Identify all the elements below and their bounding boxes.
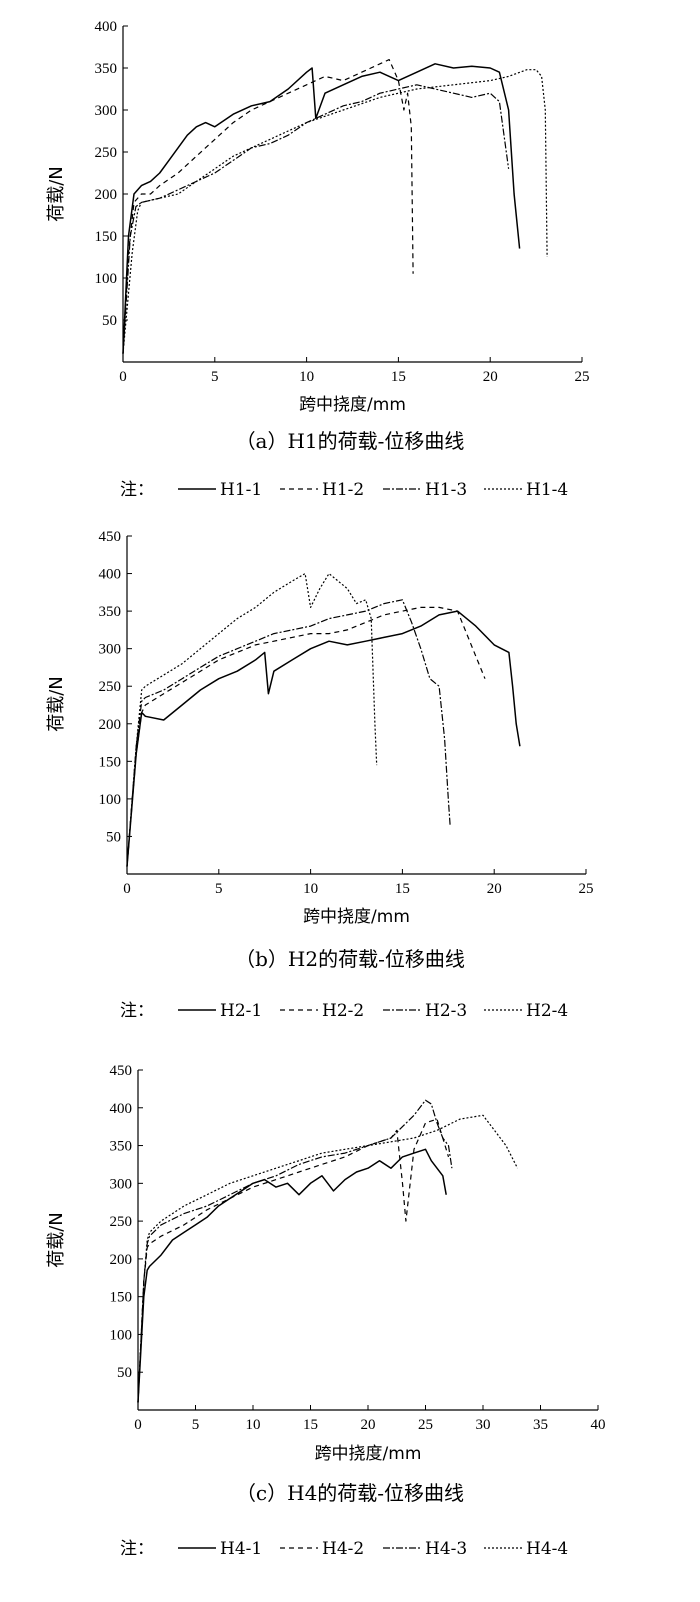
y-tick-label: 350 xyxy=(110,1139,133,1155)
x-tick-label: 25 xyxy=(579,881,594,897)
y-axis-label: 荷载/N xyxy=(46,676,67,732)
y-tick-label: 300 xyxy=(99,642,122,658)
x-tick-label: 20 xyxy=(361,1417,376,1433)
legend-prefix: 注： xyxy=(120,1001,154,1021)
x-tick-label: 10 xyxy=(299,369,314,385)
chart-caption: （a）H1的荷载-位移曲线 xyxy=(236,429,465,453)
legend-label-H2-4: H2-4 xyxy=(526,1001,568,1021)
y-tick-label: 100 xyxy=(110,1327,133,1343)
y-tick-label: 400 xyxy=(99,567,122,583)
chart-panel-1: 50 100 150 200 250 300 350 400 450 0 5 10 15 20 25 荷载/N… xyxy=(46,529,594,1021)
series-line-H4-3 xyxy=(137,1099,453,1403)
y-tick-label: 400 xyxy=(95,19,118,35)
series-line-H1-1 xyxy=(122,63,521,354)
legend-label-H2-3: H2-3 xyxy=(425,1001,467,1021)
y-tick-label: 200 xyxy=(110,1252,133,1268)
series-line-H2-3 xyxy=(126,599,451,867)
y-tick-label: 350 xyxy=(95,61,118,77)
y-tick-label: 350 xyxy=(99,604,122,620)
x-tick-label: 10 xyxy=(303,881,318,897)
x-tick-label: 20 xyxy=(483,369,498,385)
series-line-H1-3 xyxy=(122,84,510,354)
legend-label-H4-1: H4-1 xyxy=(220,1539,262,1559)
x-tick-label: 30 xyxy=(476,1417,491,1433)
legend-label-H4-2: H4-2 xyxy=(322,1539,364,1559)
x-tick-label: 15 xyxy=(391,369,406,385)
legend-label-H1-4: H1-4 xyxy=(526,480,568,500)
x-tick-label: 10 xyxy=(246,1417,261,1433)
y-tick-label: 250 xyxy=(110,1214,133,1230)
y-tick-label: 250 xyxy=(99,679,122,695)
x-tick-label: 15 xyxy=(395,881,410,897)
y-tick-label: 200 xyxy=(99,717,122,733)
legend-label-H1-3: H1-3 xyxy=(425,480,467,500)
series-line-H4-1 xyxy=(137,1148,447,1403)
y-tick-label: 150 xyxy=(95,229,118,245)
x-axis-label: 跨中挠度/mm xyxy=(315,1444,422,1464)
y-tick-label: 300 xyxy=(110,1176,133,1192)
y-tick-label: 300 xyxy=(95,103,118,119)
y-tick-label: 250 xyxy=(95,145,118,161)
y-tick-label: 100 xyxy=(95,271,118,287)
legend-label-H1-2: H1-2 xyxy=(322,480,364,500)
x-tick-label: 15 xyxy=(303,1417,318,1433)
legend-label-H2-2: H2-2 xyxy=(322,1001,364,1021)
y-tick-label: 50 xyxy=(117,1365,132,1381)
legend-label-H2-1: H2-1 xyxy=(220,1001,262,1021)
x-tick-label: 0 xyxy=(119,369,127,385)
x-tick-label: 35 xyxy=(533,1417,548,1433)
y-tick-label: 150 xyxy=(99,754,122,770)
y-axis-label: 荷载/N xyxy=(46,1212,67,1268)
x-tick-label: 25 xyxy=(575,369,590,385)
series-line-H4-4 xyxy=(137,1114,519,1403)
legend-label-H4-4: H4-4 xyxy=(526,1539,568,1559)
y-tick-label: 450 xyxy=(99,529,122,545)
legend-label-H1-1: H1-1 xyxy=(220,480,262,500)
series-line-H1-2 xyxy=(122,58,414,354)
y-tick-label: 200 xyxy=(95,187,118,203)
chart-panel-0: 50 100 150 200 250 300 350 400 0 5 10 15 20 25 荷载/N 跨中挠… xyxy=(46,19,590,500)
chart-caption: （b）H2的荷载-位移曲线 xyxy=(235,947,465,971)
legend-label-H4-3: H4-3 xyxy=(425,1539,467,1559)
x-axis-label: 跨中挠度/mm xyxy=(303,907,410,927)
series-line-H4-2 xyxy=(137,1118,450,1403)
y-tick-label: 400 xyxy=(110,1101,133,1117)
x-tick-label: 0 xyxy=(134,1417,142,1433)
series-line-H2-1 xyxy=(126,610,521,867)
x-tick-label: 0 xyxy=(123,881,131,897)
y-tick-label: 50 xyxy=(102,313,117,329)
series-line-H2-4 xyxy=(126,572,378,867)
y-axis-label: 荷载/N xyxy=(46,166,67,222)
chart-panel-2: 50 100 150 200 250 300 350 400 450 0 5 10 15 20 25 30 35… xyxy=(46,1063,606,1559)
x-tick-label: 5 xyxy=(215,881,223,897)
x-axis-label: 跨中挠度/mm xyxy=(299,395,406,415)
y-tick-label: 150 xyxy=(110,1290,133,1306)
y-tick-label: 450 xyxy=(110,1063,133,1079)
legend-prefix: 注： xyxy=(120,1539,154,1559)
x-tick-label: 25 xyxy=(418,1417,433,1433)
x-tick-label: 5 xyxy=(192,1417,200,1433)
chart-caption: （c）H4的荷载-位移曲线 xyxy=(236,1481,464,1505)
legend-prefix: 注： xyxy=(120,480,154,500)
x-tick-label: 40 xyxy=(591,1417,606,1433)
x-tick-label: 5 xyxy=(211,369,219,385)
y-tick-label: 100 xyxy=(99,792,122,808)
x-tick-label: 20 xyxy=(487,881,502,897)
series-line-H2-2 xyxy=(126,606,486,867)
series-line-H1-4 xyxy=(122,69,548,354)
y-tick-label: 50 xyxy=(106,829,121,845)
